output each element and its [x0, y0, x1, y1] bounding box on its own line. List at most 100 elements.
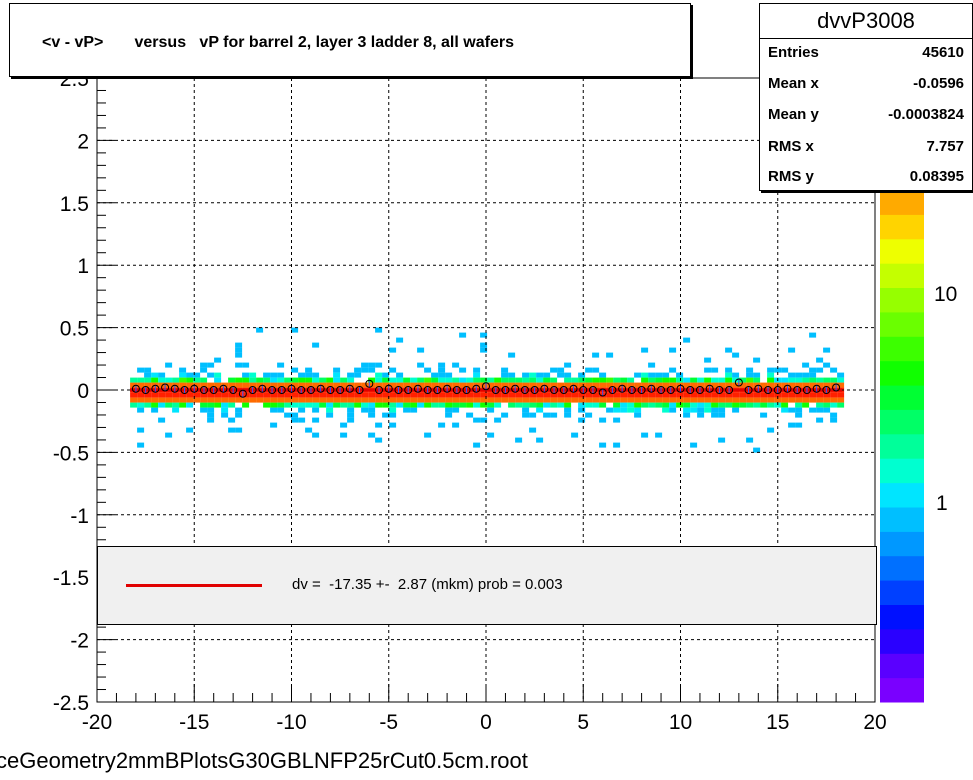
heatmap-cell [536, 392, 544, 398]
heatmap-cell [158, 402, 166, 408]
heatmap-cell [690, 402, 698, 408]
heatmap-cell [172, 397, 180, 403]
heatmap-cell [704, 367, 712, 373]
heatmap-cell [718, 397, 726, 403]
heatmap-cell [767, 382, 775, 388]
heatmap-cell [760, 412, 768, 418]
heatmap-cell [529, 372, 537, 378]
heatmap-cell [410, 382, 418, 388]
heatmap-cell [193, 382, 201, 388]
profile-point [394, 386, 403, 394]
heatmap-cell [480, 417, 488, 423]
heatmap-cell [235, 342, 243, 348]
color-bar: 11010 2 [880, 86, 973, 703]
heatmap-cell [543, 402, 551, 408]
heatmap-cell [711, 392, 719, 398]
heatmap-cell [795, 422, 803, 428]
heatmap-cell [473, 442, 481, 448]
heatmap-cell [375, 422, 383, 428]
heatmap-cell [669, 402, 677, 408]
heatmap-cell [165, 397, 173, 403]
heatmap-cell [375, 377, 383, 383]
heatmap-cell [515, 392, 523, 398]
profile-point [258, 384, 267, 393]
x-tick-label: -10 [276, 711, 306, 734]
heatmap-cell [137, 392, 145, 398]
heatmap-cell [641, 432, 649, 438]
heatmap-cell [613, 382, 621, 388]
heatmap-cell [340, 402, 348, 408]
heatmap-cell [424, 377, 432, 383]
heatmap-cell [347, 402, 355, 408]
heatmap-cell [137, 367, 145, 373]
heatmap-cell [508, 377, 516, 383]
heatmap-cell [634, 412, 642, 418]
heatmap-cell [389, 382, 397, 388]
heatmap-cell [557, 402, 565, 408]
profile-point [676, 384, 685, 393]
heatmap-cell [557, 367, 565, 373]
heatmap-cell [326, 402, 334, 408]
heatmap-cell [130, 392, 138, 398]
heatmap-cell [242, 392, 250, 398]
profile-point [306, 386, 315, 394]
heatmap-cell [445, 377, 453, 383]
axes: -20 -15 -10 -5 0 5 10 15 20 -2.5 -2 -1.5 -1 -0.5 0 0.5 1… [53, 68, 887, 734]
heatmap-cell [837, 392, 845, 398]
heatmap-cell [746, 367, 754, 373]
heatmap-cell [200, 362, 208, 368]
heatmap-cell [179, 377, 187, 383]
heatmap-cell [186, 392, 194, 398]
heatmap-cell [725, 397, 733, 403]
heatmap-cell [802, 392, 810, 398]
color-bar-segment [880, 604, 924, 630]
heatmap-cell [676, 377, 684, 383]
heatmap-cell [599, 372, 607, 378]
heatmap-cell [452, 362, 460, 368]
heatmap-cell [242, 402, 250, 408]
heatmap-cell [732, 382, 740, 388]
heatmap-cell [284, 382, 292, 388]
heatmap-cell [396, 392, 404, 398]
heatmap-cell [676, 392, 684, 398]
heatmap-cell [592, 352, 600, 358]
heatmap-cell [501, 382, 509, 388]
heatmap-cell [333, 392, 341, 398]
heatmap-cell [305, 392, 313, 398]
heatmap-cell [522, 412, 530, 418]
heatmap-cell [361, 402, 369, 408]
heatmap-cell [585, 392, 593, 398]
profile-point [695, 386, 704, 394]
heatmap-cell [340, 422, 348, 428]
heatmap-cell [291, 367, 299, 373]
heatmap-cell [263, 377, 271, 383]
heatmap-cell [732, 372, 740, 378]
heatmap-cell [487, 402, 495, 408]
heatmap-cell [522, 392, 530, 398]
heatmap-cell [172, 407, 180, 413]
heatmap-cell [291, 402, 299, 408]
x-tick-label: -20 [82, 711, 112, 734]
x-tick-label: 15 [766, 711, 789, 734]
heatmap-cell [760, 397, 768, 403]
heatmap-cell [564, 362, 572, 368]
heatmap-cell [165, 402, 173, 408]
heatmap-cell [620, 397, 628, 403]
heatmap-cell [690, 407, 698, 413]
heatmap-cell [333, 402, 341, 408]
heatmap-cell [564, 382, 572, 388]
heatmap-cell [515, 382, 523, 388]
heatmap-cell [599, 442, 607, 448]
heatmap-cell [550, 392, 558, 398]
heatmap-cell [543, 397, 551, 403]
title-box: <v - vP> versus vP for barrel 2, layer 3… [9, 3, 691, 77]
heatmap-cell [172, 392, 180, 398]
x-tick-label: 20 [863, 711, 886, 734]
heatmap-cell [536, 397, 544, 403]
heatmap-cell [480, 377, 488, 383]
heatmap-cell [655, 372, 663, 378]
heatmap-cell [235, 377, 243, 383]
heatmap-cell [795, 372, 803, 378]
heatmap-cell [298, 382, 306, 388]
heatmap-cell [522, 397, 530, 403]
